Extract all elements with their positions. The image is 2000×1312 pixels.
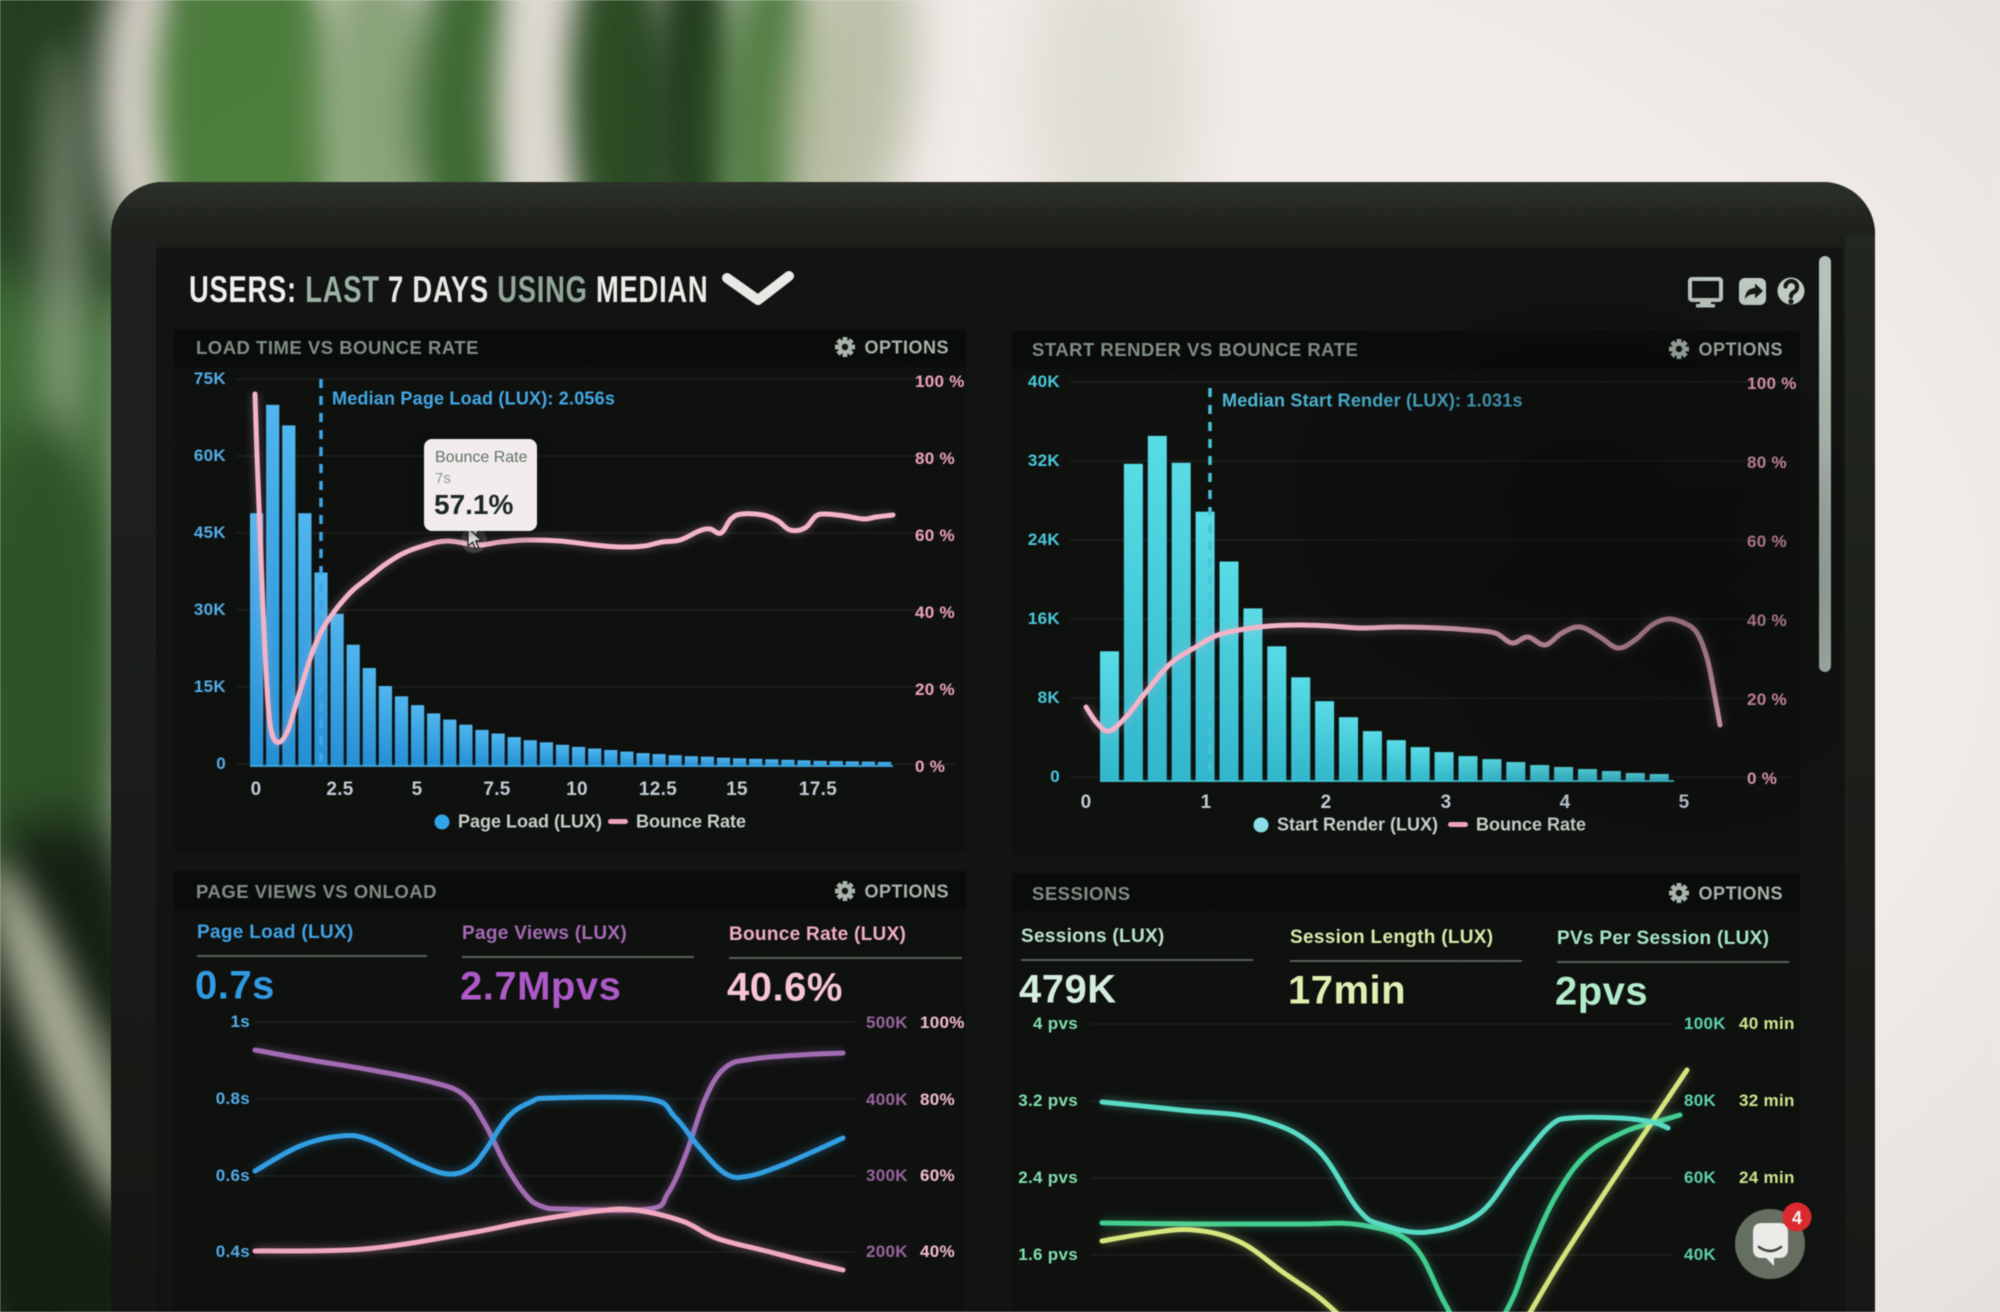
svg-text:4: 4 — [1792, 1208, 1802, 1228]
